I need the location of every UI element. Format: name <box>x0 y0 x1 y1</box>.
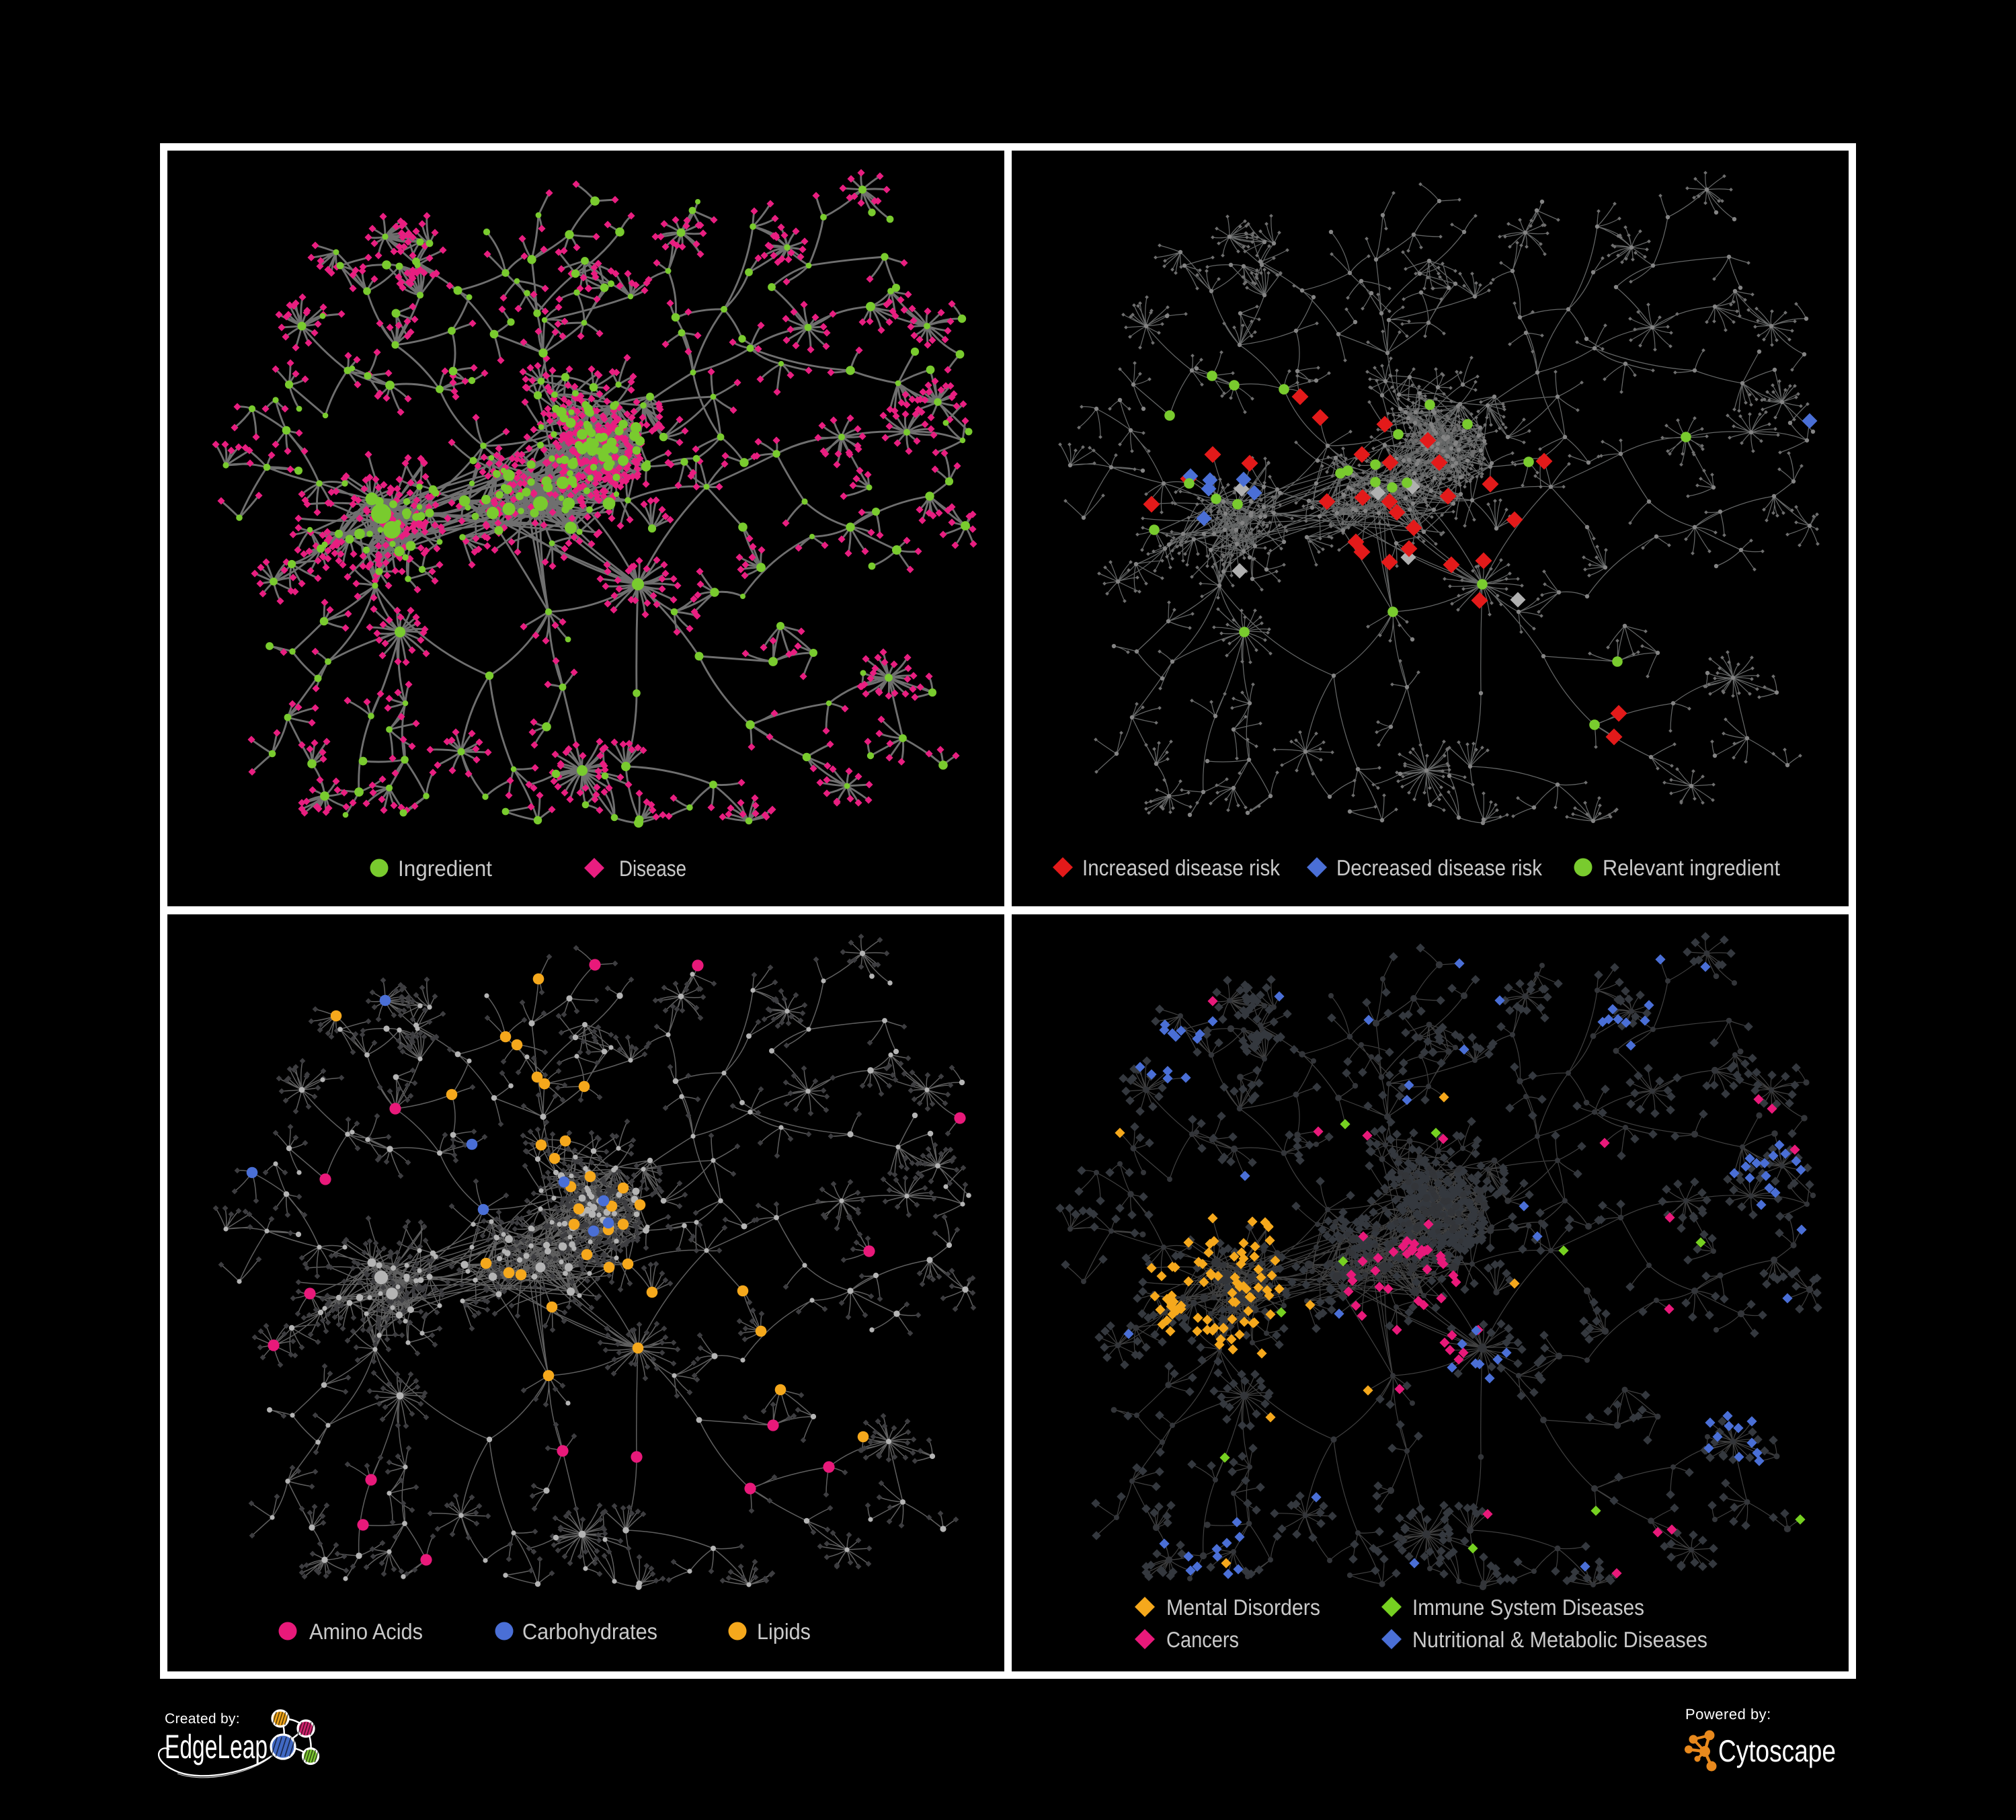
svg-text:Ingredient: Ingredient <box>398 856 492 881</box>
svg-text:Carbohydrates: Carbohydrates <box>522 1619 657 1644</box>
svg-text:Decreased disease risk: Decreased disease risk <box>1336 855 1542 880</box>
svg-text:Created by:: Created by: <box>165 1711 240 1727</box>
svg-text:Powered by:: Powered by: <box>1685 1706 1771 1723</box>
svg-text:Cancers: Cancers <box>1166 1627 1239 1652</box>
svg-text:Nutritional & Metabolic Diseas: Nutritional & Metabolic Diseases <box>1412 1627 1707 1652</box>
svg-text:Increased disease risk: Increased disease risk <box>1082 855 1280 880</box>
svg-text:Immune System Diseases: Immune System Diseases <box>1412 1595 1644 1620</box>
svg-text:Mental Disorders: Mental Disorders <box>1166 1595 1320 1620</box>
svg-text:Lipids: Lipids <box>757 1619 811 1644</box>
svg-text:Relevant ingredient: Relevant ingredient <box>1603 855 1780 880</box>
svg-text:Cytoscape: Cytoscape <box>1718 1733 1836 1768</box>
svg-text:Amino Acids: Amino Acids <box>309 1619 423 1644</box>
svg-text:EdgeLeap: EdgeLeap <box>165 1728 268 1766</box>
svg-text:Disease: Disease <box>619 856 686 881</box>
